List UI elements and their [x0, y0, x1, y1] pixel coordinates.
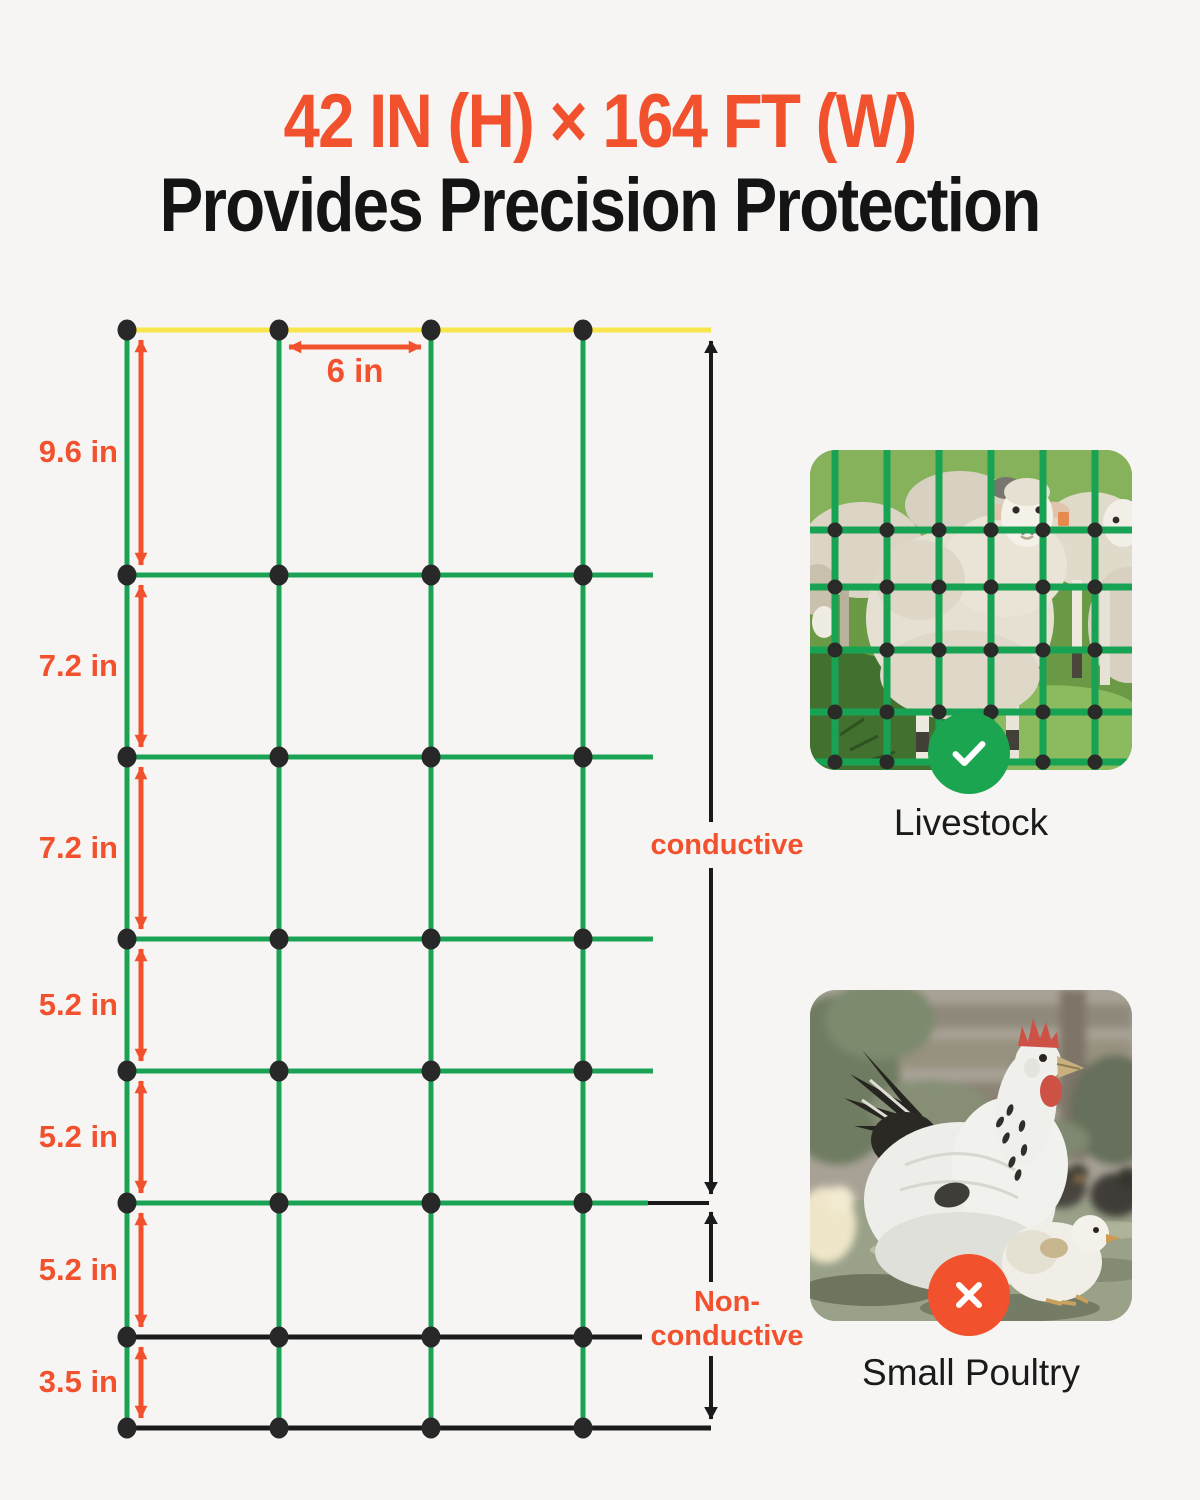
hen	[844, 1018, 1084, 1317]
cross-icon	[928, 1254, 1010, 1336]
livestock-photo-card	[810, 450, 1132, 770]
spacing-label-4: 5.2 in	[38, 987, 118, 1022]
spacing-label-2: 7.2 in	[38, 648, 118, 683]
non-conductive-label: Non-conductive	[642, 1282, 812, 1356]
conductive-label: conductive	[637, 822, 817, 868]
size-title-text: 42 IN (H) × 164 FT (W)	[283, 79, 918, 164]
horizontal-wires	[127, 327, 711, 1431]
page-subtitle: Provides Precision Protection	[0, 168, 1200, 244]
horizontal-spacing-label: 6 in	[326, 352, 384, 389]
small-poultry-label: Small Poultry	[862, 1352, 1080, 1393]
subtitle-text: Provides Precision Protection	[160, 163, 1042, 248]
spacing-label-7: 3.5 in	[38, 1364, 118, 1399]
page-title: 42 IN (H) × 164 FT (W)	[0, 84, 1200, 160]
spacing-label-1: 9.6 in	[38, 434, 118, 469]
sheep-photo	[810, 450, 1132, 770]
check-icon	[928, 712, 1010, 794]
livestock-label: Livestock	[893, 802, 1049, 843]
mesh-knots	[117, 319, 593, 1439]
spacing-label-5: 5.2 in	[38, 1119, 118, 1154]
vertical-strings	[124, 328, 586, 1428]
spacing-label-6: 5.2 in	[38, 1252, 118, 1287]
foreground-chick	[1002, 1215, 1120, 1306]
neck-speckles	[996, 1104, 1028, 1181]
spacing-label-3: 7.2 in	[38, 830, 118, 865]
